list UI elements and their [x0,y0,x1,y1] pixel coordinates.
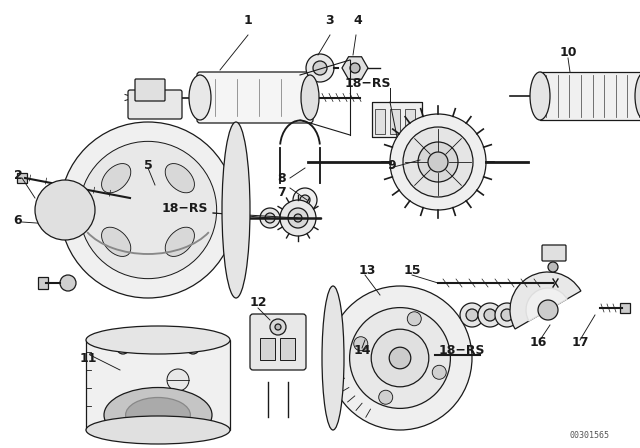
Circle shape [260,208,280,228]
FancyBboxPatch shape [280,338,295,360]
Ellipse shape [86,416,230,444]
FancyBboxPatch shape [135,79,165,101]
Circle shape [495,303,519,327]
Circle shape [418,142,458,182]
Circle shape [432,365,446,379]
Ellipse shape [102,164,131,193]
Circle shape [117,342,129,354]
Circle shape [79,142,216,279]
FancyBboxPatch shape [17,173,27,183]
FancyBboxPatch shape [260,338,275,360]
Circle shape [306,54,334,82]
FancyBboxPatch shape [390,109,400,134]
Circle shape [35,180,95,240]
Circle shape [538,300,558,320]
Ellipse shape [301,75,319,120]
Text: 10: 10 [559,46,577,59]
FancyBboxPatch shape [86,340,230,430]
Circle shape [389,347,411,369]
FancyBboxPatch shape [620,303,630,313]
Ellipse shape [222,122,250,298]
Text: 13: 13 [358,263,376,276]
Circle shape [60,122,236,298]
Text: 15: 15 [403,263,420,276]
Text: 9: 9 [388,159,396,172]
Ellipse shape [165,164,195,193]
Circle shape [288,208,308,228]
Text: 1: 1 [244,13,252,26]
FancyBboxPatch shape [542,245,566,261]
Circle shape [354,337,368,351]
Circle shape [379,390,393,404]
FancyBboxPatch shape [540,72,640,120]
Wedge shape [510,272,581,329]
Ellipse shape [125,397,191,432]
Text: 12: 12 [249,296,267,309]
Text: 7: 7 [278,185,286,198]
Ellipse shape [165,227,195,256]
Text: 6: 6 [13,214,22,227]
Ellipse shape [104,388,212,443]
Circle shape [548,262,558,272]
Circle shape [349,308,451,409]
FancyBboxPatch shape [197,72,313,123]
Circle shape [187,342,199,354]
Circle shape [390,114,486,210]
Circle shape [403,127,473,197]
Text: 00301565: 00301565 [570,431,610,439]
Circle shape [294,214,302,222]
Circle shape [371,329,429,387]
Circle shape [350,63,360,73]
Circle shape [265,213,275,223]
Wedge shape [526,288,567,321]
Text: 16: 16 [529,336,547,349]
Text: 18−RS: 18−RS [439,344,485,357]
Ellipse shape [322,286,344,430]
Ellipse shape [189,75,211,120]
Circle shape [293,188,317,212]
FancyBboxPatch shape [250,314,306,370]
Circle shape [280,200,316,236]
Text: 2: 2 [13,168,22,181]
Text: 18−RS: 18−RS [345,77,391,90]
Circle shape [428,152,448,172]
Circle shape [270,319,286,335]
Circle shape [460,303,484,327]
Circle shape [275,324,281,330]
Circle shape [328,286,472,430]
FancyBboxPatch shape [375,109,385,134]
Ellipse shape [86,326,230,354]
Text: 18−RS: 18−RS [162,202,208,215]
Circle shape [300,195,310,205]
Circle shape [60,275,76,291]
FancyBboxPatch shape [405,109,415,134]
Ellipse shape [635,72,640,120]
Text: 17: 17 [572,336,589,349]
Circle shape [167,369,189,391]
FancyBboxPatch shape [38,277,48,289]
Circle shape [484,309,496,321]
Circle shape [313,61,327,75]
FancyBboxPatch shape [372,102,422,137]
Text: 14: 14 [353,344,371,357]
Text: 3: 3 [326,13,334,26]
Circle shape [466,309,478,321]
Circle shape [478,303,502,327]
Circle shape [407,312,421,326]
Ellipse shape [102,227,131,256]
FancyBboxPatch shape [128,90,182,119]
Text: 4: 4 [354,13,362,26]
Text: 8: 8 [278,172,286,185]
Text: 5: 5 [143,159,152,172]
Circle shape [501,309,513,321]
Text: 11: 11 [79,352,97,365]
Ellipse shape [530,72,550,120]
